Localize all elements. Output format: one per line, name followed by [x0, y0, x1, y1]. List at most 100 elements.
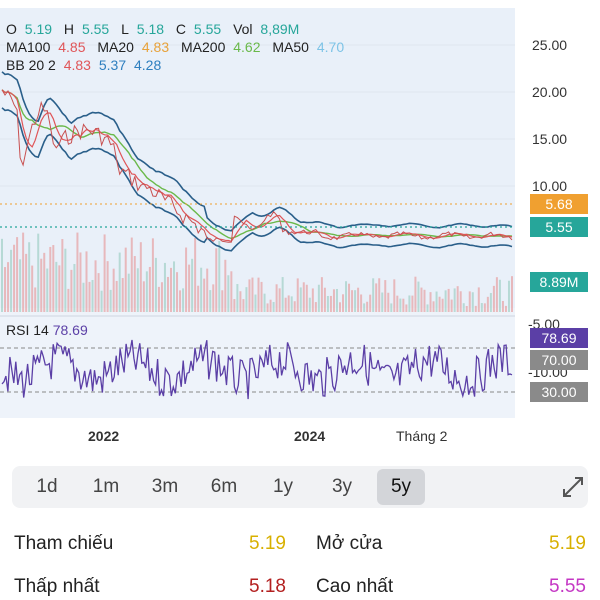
x-axis-label: 2024	[294, 428, 325, 444]
volume-bar	[73, 263, 76, 312]
volume-bar	[43, 252, 46, 312]
volume-bar	[492, 285, 495, 312]
volume-bar	[504, 305, 507, 312]
volume-bar	[242, 299, 245, 312]
rsi-label: RSI 14	[6, 322, 49, 338]
volume-bar	[88, 281, 91, 312]
volume-bar	[182, 288, 185, 312]
price-tick-label: 15.00	[532, 131, 567, 147]
legend-ma100: MA100 4.85	[6, 39, 86, 55]
volume-bar	[121, 278, 124, 312]
volume-bar	[40, 258, 43, 312]
expand-icon[interactable]	[560, 474, 586, 500]
volume-bar	[323, 287, 326, 312]
timeframe-selector: 1d 1m 3m 6m 1y 3y 5y	[12, 466, 588, 508]
volume-bar	[58, 265, 61, 312]
volume-bar	[176, 272, 179, 312]
volume-bar	[218, 240, 221, 312]
volume-bar	[224, 259, 227, 312]
volume-bar	[302, 282, 305, 312]
volume-bar	[206, 268, 209, 312]
volume-bar	[447, 288, 450, 312]
volume-bar	[85, 251, 88, 312]
volume-bar	[411, 295, 414, 312]
volume-bar	[420, 287, 423, 312]
volume-bar	[408, 295, 411, 312]
volume-bar	[317, 284, 320, 312]
volume-bar	[257, 277, 260, 312]
volume-bar	[82, 282, 85, 312]
tf-1m[interactable]: 1m	[92, 476, 120, 497]
rsi-upper-badge: 70.00	[530, 350, 588, 370]
volume-bar	[390, 303, 393, 312]
tf-6m[interactable]: 6m	[210, 476, 238, 497]
stat-high-value: 5.55	[549, 576, 586, 597]
legend-h: H 5.55	[63, 21, 110, 37]
volume-bar	[136, 268, 139, 312]
volume-bar	[405, 304, 408, 312]
volume-bar	[118, 252, 121, 312]
volume-bar	[79, 252, 82, 312]
legend-ma20: MA20 4.83	[97, 39, 170, 55]
volume-bar	[112, 268, 115, 312]
volume-bar	[106, 261, 109, 312]
volume-bar	[468, 291, 471, 312]
volume-bar	[100, 290, 103, 312]
volume-bar	[393, 279, 396, 312]
volume-bar	[453, 288, 456, 312]
tf-3m[interactable]: 3m	[151, 476, 179, 497]
volume-bar	[348, 283, 351, 312]
volume-bar	[414, 276, 417, 312]
volume-bar	[305, 284, 308, 312]
volume-bar	[145, 271, 148, 312]
bb-upper-line	[1, 71, 513, 232]
volume-bar	[477, 287, 480, 312]
price-chart[interactable]: 25.00 20.00 15.00 10.00 -5.00 -10.00 2022 2024 T…	[0, 0, 600, 460]
volume-bar	[462, 303, 465, 312]
volume-bar	[46, 268, 49, 312]
volume-bar	[480, 303, 483, 312]
volume-badge: 8.89M	[530, 272, 588, 292]
ma-price-badge: 5.68	[530, 194, 588, 214]
volume-bar	[438, 296, 441, 312]
volume-bar	[52, 245, 55, 312]
volume-bar	[91, 279, 94, 312]
volume-bar	[4, 267, 7, 312]
volume-bar	[31, 265, 34, 312]
volume-bar	[163, 262, 166, 312]
volume-bar	[227, 275, 230, 312]
price-tick-label: 10.00	[532, 178, 567, 194]
x-axis-label: 2022	[88, 428, 119, 444]
volume-bar	[272, 301, 275, 312]
volume-bar	[16, 237, 19, 312]
legend-o: O 5.19	[6, 21, 53, 37]
volume-bar	[209, 290, 212, 312]
volume-bar	[311, 288, 314, 312]
volume-bar	[127, 273, 130, 312]
bb-legend: BB 20 2 4.83 5.37 4.28	[6, 56, 165, 74]
volume-bar	[381, 292, 384, 312]
volume-bar	[296, 278, 299, 312]
legend-vol: Vol 8,89M	[233, 21, 300, 37]
volume-bar	[423, 289, 426, 312]
volume-bar	[166, 276, 169, 312]
rsi-value-badge: 78.69	[530, 328, 588, 348]
tf-3y[interactable]: 3y	[331, 476, 353, 497]
volume-bar	[133, 256, 136, 312]
rsi-value: 78.69	[52, 322, 88, 338]
stat-reference-value: 5.19	[249, 533, 286, 554]
volume-bar	[124, 247, 127, 312]
stat-open-label: Mở cửa	[316, 533, 383, 554]
tf-5y[interactable]: 5y	[377, 469, 425, 505]
tf-1d[interactable]: 1d	[36, 476, 58, 497]
volume-bar	[426, 304, 429, 312]
volume-bar	[507, 280, 510, 312]
volume-bar	[342, 294, 345, 312]
volume-bar	[194, 237, 197, 312]
volume-bar	[290, 296, 293, 312]
volume-bar	[191, 258, 194, 312]
volume-bar	[375, 283, 378, 312]
volume-bar	[396, 295, 399, 312]
tf-1y[interactable]: 1y	[272, 476, 294, 497]
